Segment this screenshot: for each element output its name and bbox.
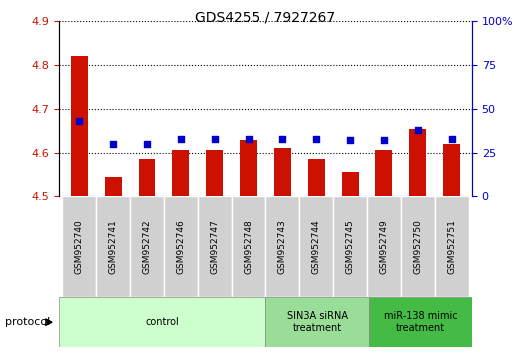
- Bar: [369, 297, 472, 347]
- Text: GSM952743: GSM952743: [278, 219, 287, 274]
- Text: GSM952748: GSM952748: [244, 219, 253, 274]
- Point: [447, 136, 456, 142]
- Bar: [139, 159, 155, 196]
- Bar: [435, 196, 468, 297]
- Text: GSM952741: GSM952741: [109, 219, 117, 274]
- Point: [177, 136, 185, 142]
- Bar: [198, 196, 232, 297]
- Point: [278, 136, 286, 142]
- Text: GSM952750: GSM952750: [413, 219, 422, 274]
- Text: protocol: protocol: [5, 317, 50, 327]
- Text: GSM952740: GSM952740: [75, 219, 84, 274]
- Text: GSM952749: GSM952749: [380, 219, 388, 274]
- Bar: [105, 177, 122, 196]
- Point: [109, 141, 117, 147]
- Bar: [240, 139, 257, 196]
- Point: [346, 138, 354, 143]
- Bar: [130, 196, 164, 297]
- Bar: [443, 144, 460, 196]
- Text: GSM952751: GSM952751: [447, 219, 456, 274]
- Text: miR-138 mimic
treatment: miR-138 mimic treatment: [384, 311, 457, 333]
- Point: [312, 136, 320, 142]
- Bar: [164, 196, 198, 297]
- Bar: [401, 196, 435, 297]
- Point: [211, 136, 219, 142]
- Bar: [96, 196, 130, 297]
- Point: [143, 141, 151, 147]
- Text: GSM952745: GSM952745: [346, 219, 354, 274]
- Text: GSM952742: GSM952742: [143, 219, 151, 274]
- Point: [413, 127, 422, 133]
- Text: GDS4255 / 7927267: GDS4255 / 7927267: [195, 11, 336, 25]
- Bar: [232, 196, 266, 297]
- Bar: [63, 196, 96, 297]
- Point: [245, 136, 253, 142]
- Bar: [71, 56, 88, 196]
- Bar: [299, 196, 333, 297]
- Bar: [409, 129, 426, 196]
- Bar: [367, 196, 401, 297]
- Text: GSM952746: GSM952746: [176, 219, 185, 274]
- Text: GSM952744: GSM952744: [312, 219, 321, 274]
- Bar: [333, 196, 367, 297]
- Bar: [206, 150, 223, 196]
- Bar: [59, 297, 266, 347]
- Bar: [274, 148, 291, 196]
- Bar: [266, 297, 369, 347]
- Point: [75, 118, 84, 124]
- Bar: [376, 150, 392, 196]
- Bar: [266, 196, 299, 297]
- Bar: [172, 150, 189, 196]
- Text: GSM952747: GSM952747: [210, 219, 219, 274]
- Text: SIN3A siRNA
treatment: SIN3A siRNA treatment: [287, 311, 348, 333]
- Point: [380, 138, 388, 143]
- Bar: [308, 159, 325, 196]
- Bar: [342, 172, 359, 196]
- Text: control: control: [145, 317, 179, 327]
